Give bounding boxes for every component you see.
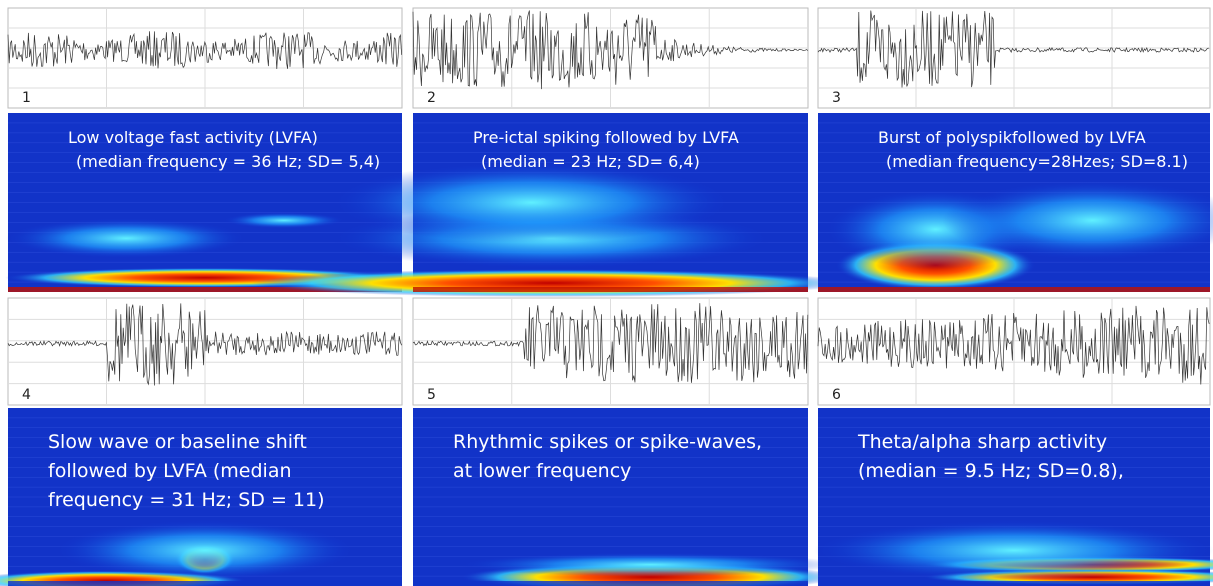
- eeg-trace: [817, 305, 1210, 385]
- panel: 4 Slow wave or baseline shift followed by …: [0, 297, 403, 586]
- spec-baseline: [413, 581, 808, 586]
- eeg-trace: [817, 10, 1210, 88]
- panel: 6 Theta/alpha sharp activity (median = 9.5…: [814, 297, 1213, 586]
- caption-line: (median frequency = 36 Hz; SD= 5,4): [76, 152, 380, 171]
- caption-line: Pre-ictal spiking followed by LVFA: [473, 128, 739, 147]
- caption-line: Slow wave or baseline shift: [48, 431, 307, 453]
- panel-number: 5: [427, 387, 436, 403]
- spectral-power: [942, 180, 1213, 261]
- eeg-trace: [7, 31, 402, 70]
- eeg-trace: [412, 10, 809, 90]
- panel: 2 Pre-ictal spiking followed by LVFA (medi…: [251, 7, 852, 298]
- caption-line: Rhythmic spikes or spike-waves,: [453, 431, 762, 453]
- spectral-power: [814, 520, 1213, 581]
- caption-line: (median = 23 Hz; SD= 6,4): [481, 152, 700, 171]
- panel-number: 2: [427, 90, 436, 106]
- spectral-power: [223, 212, 344, 229]
- eeg-trace: [412, 303, 809, 383]
- panel-number: 4: [22, 387, 31, 403]
- panel-number: 3: [832, 90, 841, 106]
- spec-baseline: [818, 581, 1210, 586]
- spec-baseline: [818, 287, 1210, 292]
- panel: 5 Rhythmic spikes or spike-waves, at lower…: [412, 297, 840, 586]
- panel-number: 6: [832, 387, 841, 403]
- panel: 3 Burst of polyspikfollowed by LVFA (media…: [817, 7, 1213, 292]
- spectral-power: [55, 520, 355, 581]
- caption-line: (median = 9.5 Hz; SD=0.8),: [858, 460, 1124, 482]
- panel: 1 Low voltage fast activity (LVFA) (median…: [5, 7, 405, 292]
- caption-line: frequency = 31 Hz; SD = 11): [48, 489, 325, 511]
- caption-line: Burst of polyspikfollowed by LVFA: [878, 128, 1146, 147]
- caption-line: Low voltage fast activity (LVFA): [68, 128, 318, 147]
- spectral-power: [331, 162, 732, 243]
- spectral-power: [6, 218, 247, 259]
- spectral-power: [460, 552, 840, 577]
- caption-line: (median frequency=28Hzes; SD=8.1): [886, 152, 1188, 171]
- panel-number: 1: [22, 90, 31, 106]
- spec-baseline: [8, 287, 402, 292]
- spectral-power: [251, 269, 852, 298]
- spec-baseline: [8, 581, 402, 586]
- caption-line: Theta/alpha sharp activity: [857, 431, 1107, 453]
- eeg-trace: [7, 303, 402, 386]
- spec-baseline: [413, 287, 808, 292]
- caption-line: at lower frequency: [453, 460, 631, 482]
- caption-line: followed by LVFA (median: [48, 460, 292, 482]
